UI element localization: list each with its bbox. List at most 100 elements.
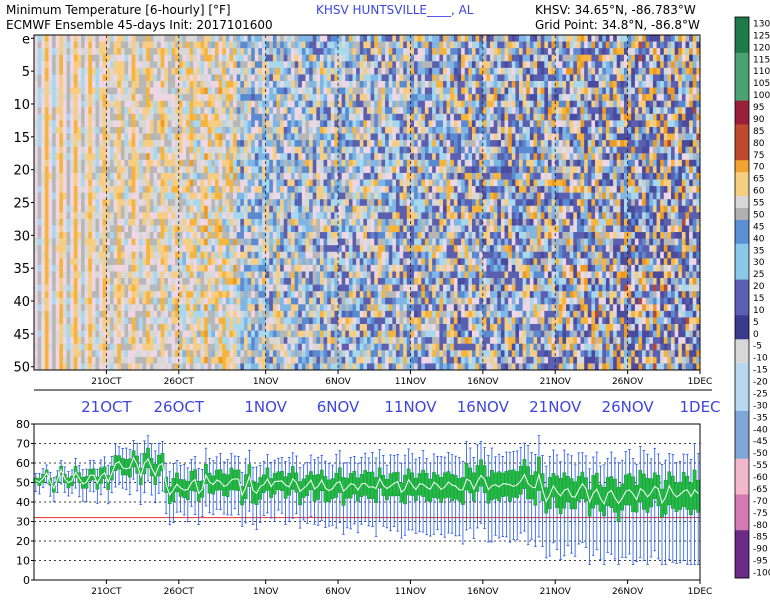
heat-cell (55, 330, 60, 338)
heat-cell (214, 297, 219, 305)
heat-cell (290, 251, 295, 259)
heat-cell (95, 324, 100, 331)
heat-cell (247, 61, 252, 69)
heat-cell (251, 74, 256, 82)
heat-cell (175, 140, 180, 147)
heat-cell (341, 343, 346, 351)
heat-cell (186, 166, 190, 174)
heat-cell (41, 324, 46, 331)
heat-cell (327, 41, 332, 49)
heat-cell (327, 218, 332, 226)
heat-cell (146, 140, 151, 147)
heat-cell (128, 126, 133, 134)
heat-cell (44, 54, 49, 62)
heat-cell (95, 343, 100, 351)
heat-cell (70, 264, 75, 272)
heat-cell (37, 113, 42, 121)
heat-cell (272, 166, 277, 174)
heat-cell (37, 225, 42, 233)
heat-cell (319, 271, 324, 279)
heat-cell (254, 337, 259, 345)
heat-cell (247, 363, 252, 371)
heat-cell (269, 35, 274, 42)
heat-cell (73, 61, 78, 69)
heat-cell (363, 205, 368, 213)
heat-cell (88, 297, 93, 305)
heat-cell (287, 120, 292, 128)
heat-cell (120, 146, 125, 154)
heat-cell (233, 179, 237, 187)
heat-cell (120, 238, 125, 246)
heat-cell (247, 245, 252, 253)
heat-cell (62, 212, 67, 220)
heat-cell (193, 258, 198, 266)
heat-cell (301, 205, 306, 213)
heat-cell (84, 297, 89, 305)
heat-cell (283, 271, 288, 279)
heat-cell (99, 271, 104, 279)
heat-cell (218, 356, 223, 364)
heat-cell (381, 94, 386, 101)
heat-cell (204, 120, 209, 128)
heat-cell (59, 166, 64, 174)
heat-cell (135, 179, 140, 187)
heat-cell (233, 67, 237, 75)
heat-cell (272, 310, 277, 318)
heat-cell (135, 192, 140, 200)
heat-cell (120, 356, 125, 364)
heat-cell (345, 146, 350, 154)
heat-cell (142, 120, 147, 128)
heat-cell (138, 133, 143, 141)
heat-cell (160, 245, 165, 253)
heat-cell (182, 304, 187, 312)
heat-cell (102, 133, 107, 141)
heat-cell (117, 251, 122, 259)
heat-cell (34, 67, 38, 75)
heat-cell (363, 324, 368, 331)
heat-cell (34, 264, 38, 272)
heat-cell (319, 258, 324, 266)
heat-cell (182, 41, 187, 49)
heat-cell (178, 179, 183, 187)
heat-cell (229, 238, 234, 246)
heat-cell (229, 179, 234, 187)
heat-cell (294, 140, 299, 147)
heat-cell (44, 337, 49, 345)
heat-cell (330, 80, 335, 88)
heat-cell (381, 120, 386, 128)
heat-cell (330, 297, 335, 305)
heat-cell (233, 363, 237, 371)
heat-cell (59, 304, 64, 312)
heat-cell (348, 317, 353, 325)
heat-cell (222, 41, 227, 49)
heat-cell (359, 212, 364, 220)
heat-cell (196, 159, 201, 167)
heat-cell (341, 166, 346, 174)
heat-cell (196, 133, 201, 141)
heat-cell (309, 54, 314, 62)
heat-cell (374, 205, 379, 213)
heat-cell (214, 35, 219, 42)
heat-cell (294, 80, 299, 88)
heat-cell (222, 153, 227, 161)
heat-cell (374, 94, 379, 101)
heat-cell (243, 232, 248, 239)
heat-cell (153, 179, 158, 187)
heat-cell (37, 356, 42, 364)
heat-cell (338, 41, 342, 49)
heat-cell (218, 126, 223, 134)
heat-cell (359, 350, 364, 358)
heat-cell (341, 54, 346, 62)
heat-cell (254, 258, 259, 266)
heat-cell (186, 324, 190, 331)
heat-cell (186, 363, 190, 371)
heat-cell (66, 159, 71, 167)
heat-cell (88, 212, 93, 220)
heat-cell (62, 356, 67, 364)
heat-cell (52, 284, 57, 292)
heat-cell (348, 41, 353, 49)
heat-cell (128, 205, 133, 213)
heat-cell (55, 356, 60, 364)
heat-cell (73, 245, 78, 253)
heat-cell (233, 245, 237, 253)
